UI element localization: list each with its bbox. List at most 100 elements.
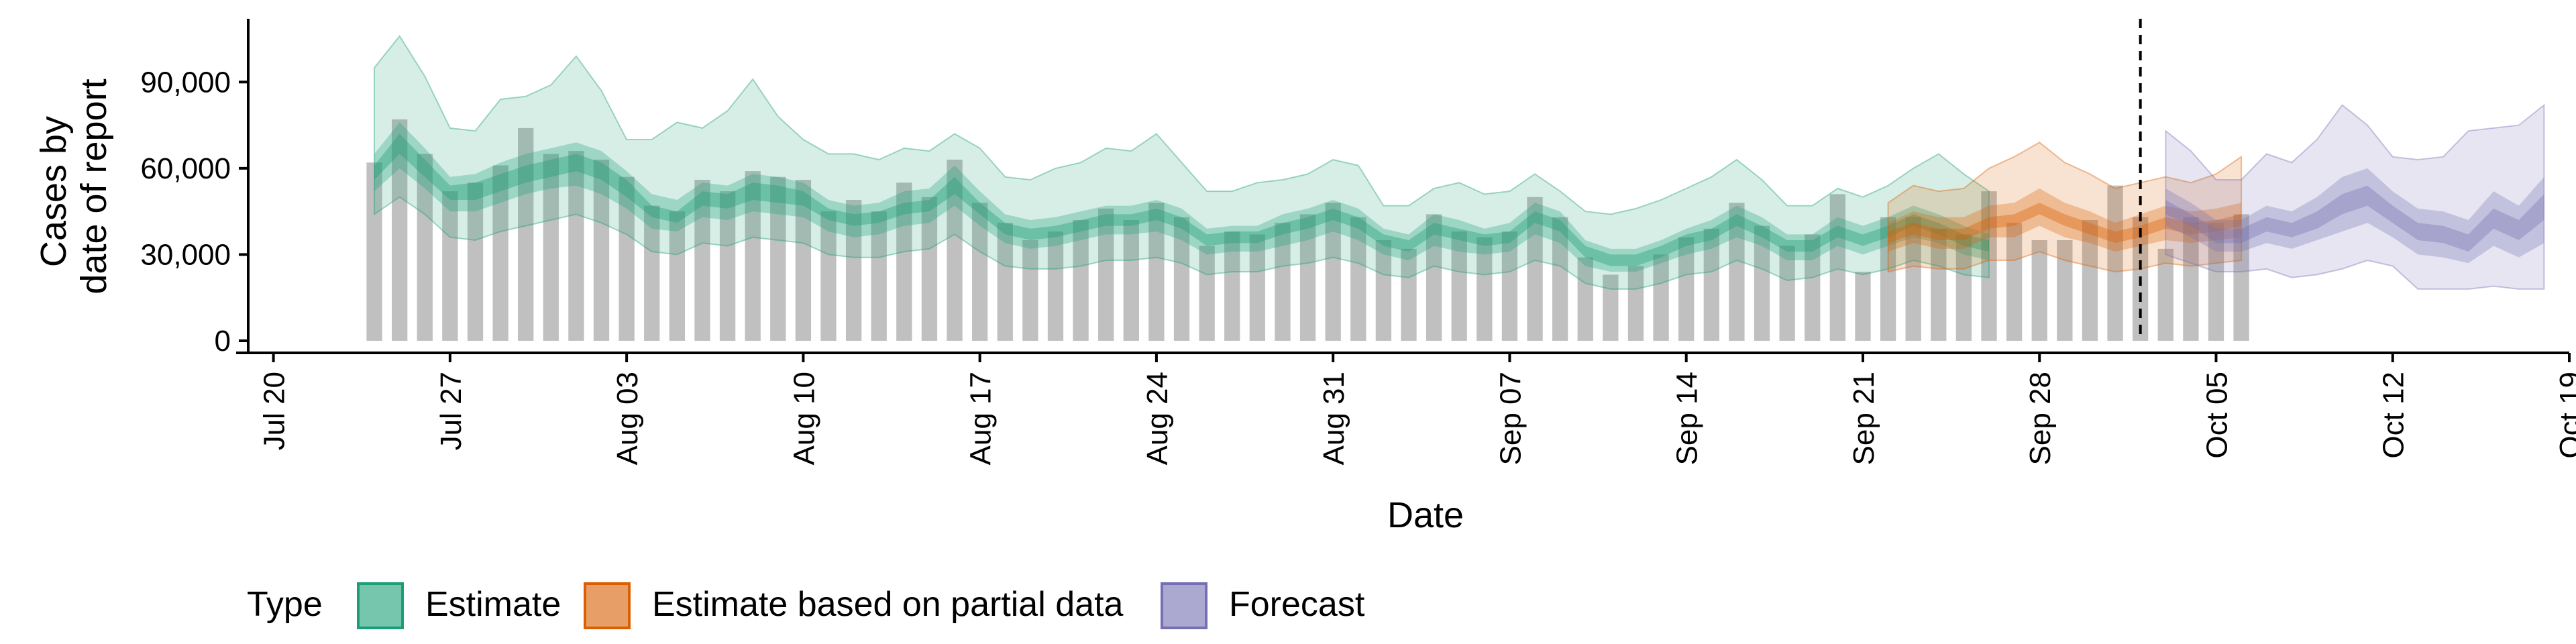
case-bar — [2233, 214, 2249, 341]
y-tick-label: 30,000 — [140, 238, 231, 271]
case-bar — [770, 176, 786, 341]
case-bar — [745, 171, 761, 341]
x-tick-label: Jul 20 — [258, 372, 291, 450]
case-bar — [1148, 203, 1165, 341]
case-bar — [2082, 220, 2098, 341]
x-tick-label: Oct 19 — [2554, 372, 2576, 459]
case-bar — [1905, 217, 1921, 341]
x-tick-label: Oct 12 — [2377, 372, 2410, 459]
case-bar — [871, 211, 887, 341]
case-bar — [2057, 240, 2073, 341]
y-axis-label-line-2: date of report — [74, 78, 114, 294]
case-bar — [1451, 231, 1467, 341]
legend-entry-estimate: Estimate — [357, 582, 561, 629]
ribbon-90 — [2165, 103, 2545, 290]
legend-label: Estimate based on partial data — [652, 585, 1124, 624]
case-bar — [568, 151, 584, 341]
legend-key — [584, 582, 631, 629]
case-bar — [1577, 257, 1593, 341]
case-bar — [1931, 228, 1947, 341]
legend-label: Forecast — [1229, 585, 1365, 624]
case-bar — [1275, 223, 1291, 341]
case-bar — [1199, 246, 1215, 341]
case-bar — [1375, 240, 1392, 341]
case-bar — [1426, 214, 1442, 341]
case-bar — [1829, 194, 1846, 341]
legend-entries: Estimate Estimate based on partial data Fo… — [357, 582, 1365, 629]
case-bar — [669, 211, 686, 341]
case-bar — [366, 162, 382, 341]
series-estimate-based-on-partial-data — [1887, 142, 2243, 273]
legend-title: Type — [247, 585, 323, 624]
case-bar — [619, 176, 635, 341]
case-bar — [2157, 248, 2174, 341]
series-estimate — [374, 34, 1990, 290]
case-bar — [1249, 234, 1266, 341]
case-bar — [417, 154, 433, 341]
case-bar — [1754, 225, 1770, 341]
x-tick-label: Aug 17 — [965, 372, 998, 465]
legend-entry-estimate-based-on-partial-data: Estimate based on partial data — [584, 582, 1124, 629]
case-bar — [921, 197, 938, 341]
case-bar — [1022, 240, 1038, 341]
case-bar — [2031, 240, 2047, 341]
case-bar — [2183, 217, 2199, 341]
case-bar — [1224, 231, 1240, 341]
case-bar — [694, 180, 710, 341]
y-axis-label-line-1: Cases by — [34, 116, 74, 267]
ribbon-20 — [2165, 185, 2544, 252]
legend: Type Estimate Estimate based on partial d… — [247, 582, 1365, 629]
case-bar — [1047, 231, 1064, 341]
case-bar — [1527, 197, 1543, 341]
case-bar — [845, 200, 862, 341]
case-bar — [442, 191, 458, 341]
case-bar — [467, 182, 484, 341]
case-bar — [1627, 266, 1644, 341]
case-bar — [593, 160, 610, 341]
ribbon-20 — [1888, 203, 2242, 244]
x-tick-label: Oct 05 — [2200, 372, 2233, 459]
x-tick-label: Sep 21 — [1847, 372, 1880, 465]
x-tick-label: Aug 31 — [1318, 372, 1350, 465]
case-bar — [1779, 246, 1795, 341]
x-tick-label: Jul 27 — [435, 372, 468, 450]
case-bar — [820, 211, 837, 341]
series-forecast — [2165, 103, 2545, 290]
case-bar — [1350, 217, 1366, 341]
case-bar — [518, 127, 534, 341]
case-bar — [947, 160, 963, 341]
case-bar — [1073, 220, 1089, 341]
ribbon-90 — [374, 34, 1990, 290]
case-bar — [2208, 223, 2224, 341]
x-axis-label: Date — [1387, 495, 1464, 535]
case-bar — [795, 180, 812, 341]
y-axis-label: Cases by date of report — [34, 78, 114, 294]
case-bar — [1855, 272, 1871, 341]
case-bar — [543, 154, 559, 341]
legend-key — [357, 582, 404, 629]
x-tick-label: Aug 24 — [1141, 372, 1174, 465]
case-bar — [1678, 237, 1695, 341]
case-bar — [492, 165, 508, 341]
ribbon-20 — [374, 133, 1989, 266]
ribbon-50 — [2165, 168, 2544, 264]
case-bar — [1325, 203, 1341, 341]
case-bar — [1098, 208, 1114, 341]
ribbon-50 — [374, 122, 1989, 272]
axes-layer: 0 30,000 60,000 90,000 Jul 20 Jul 27 Aug 03 Au… — [140, 19, 2576, 465]
case-bar — [1123, 220, 1139, 341]
case-bar — [644, 205, 660, 341]
case-bar — [1401, 248, 1417, 341]
case-bar — [1703, 228, 1719, 341]
y-tick-label: 0 — [215, 325, 231, 358]
x-tick-label: Aug 10 — [788, 372, 820, 465]
case-bar — [1552, 217, 1568, 341]
x-ticks: Jul 20 Jul 27 Aug 03 Aug 10 Aug 17 Aug 24 Aug … — [258, 353, 2576, 465]
case-bar — [1477, 237, 1493, 341]
bars-layer — [366, 119, 2249, 341]
case-bar — [1501, 231, 1518, 341]
ribbons-layer — [374, 34, 2545, 290]
legend-key — [1161, 582, 1208, 629]
case-bar — [971, 203, 988, 341]
